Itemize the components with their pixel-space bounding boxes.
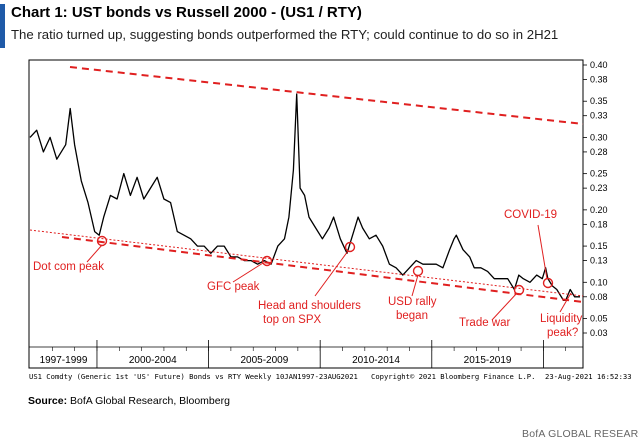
- title-accent-bar: [0, 4, 5, 48]
- x-tick-label: 2010-2014: [352, 355, 400, 366]
- annotation-leader: [537, 224, 548, 280]
- chart-title: Chart 1: UST bonds vs Russell 2000 - (US…: [11, 4, 362, 21]
- annotation-label: Liquidity peak?: [540, 313, 582, 339]
- y-tick-label: 0.23: [590, 183, 608, 193]
- x-tick-label: 2005-2009: [240, 355, 288, 366]
- y-tick-label: 0.05: [590, 314, 608, 324]
- bloomberg-copyright: Copyright© 2021 Bloomberg Finance L.P.: [371, 372, 536, 381]
- highlight-circle: [344, 241, 356, 253]
- annotation-label: COVID-19: [504, 209, 557, 221]
- annotation-label: Trade war: [459, 317, 511, 329]
- highlight-circle: [513, 284, 525, 296]
- source-label: Source:: [28, 395, 68, 407]
- y-tick-label: 0.20: [590, 205, 608, 215]
- series-description: US1 Comdty (Generic 1st 'US' Future) Bon…: [29, 372, 358, 381]
- lower-trendline: [61, 236, 584, 303]
- y-tick-label: 0.35: [590, 96, 608, 106]
- y-tick-label: 0.38: [590, 74, 608, 84]
- y-tick-label: 0.33: [590, 111, 608, 121]
- highlight-circle: [542, 277, 554, 289]
- annotation-leader: [559, 292, 572, 313]
- annotation-label: USD rally began: [388, 296, 437, 322]
- y-tick-label: 0.08: [590, 292, 608, 302]
- annotation-label: Dot com peak: [33, 261, 104, 273]
- x-tick-label: 2015-2019: [464, 355, 512, 366]
- y-tick-label: 0.25: [590, 169, 608, 179]
- annotation-leader: [232, 262, 264, 283]
- annotation-label: GFC peak: [207, 281, 260, 293]
- plot-frame: [28, 59, 584, 369]
- x-tick-label: 1997-1999: [40, 355, 88, 366]
- y-tick-label: 0.28: [590, 147, 608, 157]
- y-tick-label: 0.40: [590, 60, 608, 70]
- x-tick-label: 2000-2004: [129, 355, 177, 366]
- y-tick-label: 0.18: [590, 219, 608, 229]
- annotation-leader: [314, 250, 349, 297]
- y-tick-label: 0.13: [590, 256, 608, 266]
- annotation-leader: [491, 292, 518, 321]
- y-tick-label: 0.15: [590, 241, 608, 251]
- annotation-label: Head and shoulders top on SPX: [258, 300, 361, 326]
- chart-subtitle: The ratio turned up, suggesting bonds ou…: [11, 27, 559, 42]
- y-tick-label: 0.30: [590, 132, 608, 142]
- upper-trendline: [69, 66, 584, 125]
- highlight-circle: [261, 255, 273, 267]
- source-text: BofA Global Research, Bloomberg: [67, 395, 230, 407]
- highlight-circle: [412, 265, 424, 277]
- y-tick-label: 0.03: [590, 328, 608, 338]
- annotation-leader: [411, 274, 419, 297]
- annotation-leader: [86, 244, 103, 263]
- timestamp: 23-Aug-2021 16:52:33: [545, 372, 632, 381]
- brand-footer: BofA GLOBAL RESEARCH: [522, 428, 639, 440]
- dotted-trendline: [29, 229, 584, 297]
- y-tick-label: 0.10: [590, 277, 608, 287]
- ratio-series-line: [29, 93, 580, 302]
- source-line: Source: BofA Global Research, Bloomberg: [28, 395, 230, 407]
